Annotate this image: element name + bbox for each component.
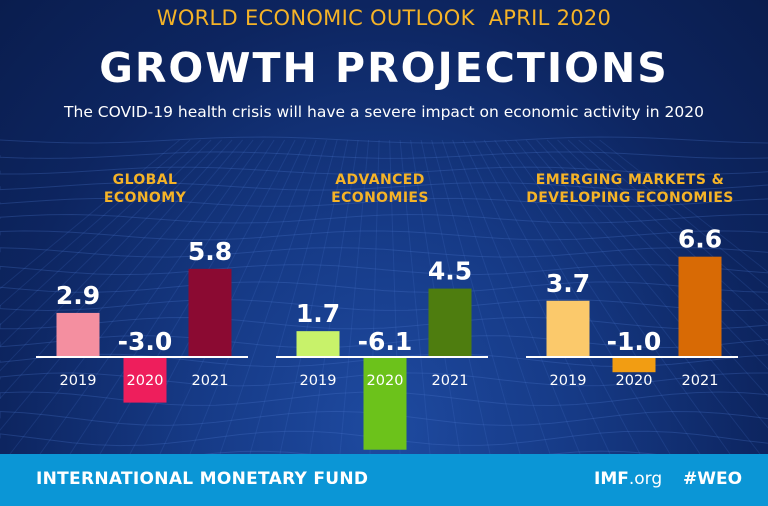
footer-org-name: INTERNATIONAL MONETARY FUND — [36, 469, 369, 489]
page-title: GROWTH PROJECTIONS — [99, 44, 669, 92]
panel-title-line: EMERGING MARKETS & — [535, 172, 725, 188]
grid-wave-line — [0, 213, 768, 224]
grid-perspective-line — [483, 139, 671, 455]
grid-perspective-line — [578, 139, 768, 306]
panel-title-line: ADVANCED — [335, 172, 425, 188]
grid-perspective-line — [0, 139, 222, 372]
bar-value-label: 3.7 — [546, 269, 590, 298]
bar-value-label: -3.0 — [118, 327, 173, 356]
grid-wave-line — [0, 298, 768, 312]
footer-hashtag[interactable]: #WEO — [683, 469, 743, 489]
grid-wave-line — [0, 316, 768, 330]
panel-title-global: GLOBAL ECONOMY — [60, 171, 230, 207]
grid-perspective-line — [0, 139, 233, 400]
site-name: IMF — [594, 469, 629, 489]
grid-perspective-line — [473, 139, 641, 455]
grid-perspective-line — [339, 139, 370, 455]
grid-perspective-line — [0, 139, 201, 326]
grid-wave-line — [0, 166, 768, 175]
page-subtitle: The COVID-19 health crisis will have a s… — [64, 103, 704, 121]
grid-wave-line — [0, 230, 768, 241]
grid-wave-line — [0, 197, 768, 207]
bar-2020 — [363, 357, 407, 450]
grid-perspective-line — [525, 139, 768, 429]
report-kicker: WORLD ECONOMIC OUTLOOK APRIL 2020 — [156, 6, 612, 30]
site-suffix: .org — [628, 469, 663, 489]
grid-perspective-line — [399, 139, 431, 455]
bar-2019 — [56, 312, 100, 357]
bar-2019 — [296, 331, 340, 357]
x-tick-label: 2021 — [192, 373, 229, 389]
bar-value-label: 1.7 — [296, 299, 340, 328]
grid-perspective-line — [0, 139, 191, 307]
x-tick-label: 2019 — [550, 373, 587, 389]
grid-perspective-line — [452, 139, 581, 455]
growth-bar-charts: 2.9 2019 -3.0 2020 5.8 2021 1.7 2019 -6.1 2020 4.5… — [36, 225, 738, 450]
x-tick-label: 2021 — [682, 373, 719, 389]
bar-2020 — [612, 357, 656, 373]
panel-title-line: DEVELOPING ECONOMIES — [526, 190, 734, 206]
grid-perspective-line — [0, 139, 212, 348]
bar-2021 — [188, 268, 232, 357]
footer-website-link[interactable]: IMF.org — [594, 469, 662, 489]
x-tick-label: 2019 — [60, 373, 97, 389]
bar-value-label: 5.8 — [188, 237, 232, 266]
grid-perspective-line — [219, 139, 328, 455]
grid-perspective-line — [431, 139, 521, 455]
panel-title-advanced: ADVANCED ECONOMIES — [290, 171, 470, 207]
grid-wave-line — [0, 136, 768, 144]
grid-wave-line — [0, 151, 768, 159]
panel-title-line: ECONOMIES — [331, 190, 429, 206]
grid-perspective-line — [279, 139, 349, 455]
x-tick-label: 2020 — [127, 373, 164, 389]
footer-bar: INTERNATIONAL MONETARY FUND IMF.org #WEO — [0, 454, 768, 506]
grid-wave-line — [0, 264, 768, 276]
x-tick-label: 2020 — [367, 373, 404, 389]
x-tick-label: 2020 — [616, 373, 653, 389]
grid-wave-line — [0, 247, 768, 258]
panel-title-emerging: EMERGING MARKETS & DEVELOPING ECONOMIES — [505, 171, 755, 207]
bar-value-label: -6.1 — [358, 327, 413, 356]
panel-title-line: ECONOMY — [103, 190, 187, 206]
bar-2019 — [546, 300, 590, 357]
grid-perspective-line — [588, 139, 768, 289]
bar-2020 — [123, 357, 167, 403]
grid-perspective-line — [599, 139, 768, 273]
grid-perspective-line — [0, 139, 243, 431]
grid-perspective-line — [462, 139, 611, 455]
grid-perspective-line — [536, 139, 768, 398]
grid-perspective-line — [309, 139, 359, 455]
grid-wave-line — [0, 281, 768, 293]
grid-perspective-line — [189, 139, 317, 455]
grid-perspective-line — [567, 139, 768, 325]
grid-perspective-line — [69, 139, 275, 455]
grid-perspective-line — [515, 139, 761, 455]
bar-2021 — [428, 288, 472, 357]
grid-perspective-line — [504, 139, 731, 455]
grid-perspective-line — [249, 139, 338, 455]
grid-perspective-line — [0, 139, 180, 290]
bar-value-label: 2.9 — [56, 281, 100, 310]
x-tick-label: 2021 — [432, 373, 469, 389]
grid-wave-line — [0, 182, 768, 191]
grid-perspective-line — [441, 139, 551, 455]
bar-value-label: 6.6 — [678, 225, 722, 254]
grid-perspective-line — [39, 139, 265, 455]
grid-perspective-line — [9, 139, 254, 455]
grid-wave-line — [0, 335, 768, 349]
grid-perspective-line — [494, 139, 701, 455]
panel-title-line: GLOBAL — [112, 172, 178, 188]
bar-value-label: 4.5 — [428, 257, 472, 286]
bar-value-label: -1.0 — [607, 327, 662, 356]
x-tick-label: 2019 — [300, 373, 337, 389]
grid-perspective-line — [159, 139, 307, 455]
bar-2021 — [678, 256, 722, 357]
